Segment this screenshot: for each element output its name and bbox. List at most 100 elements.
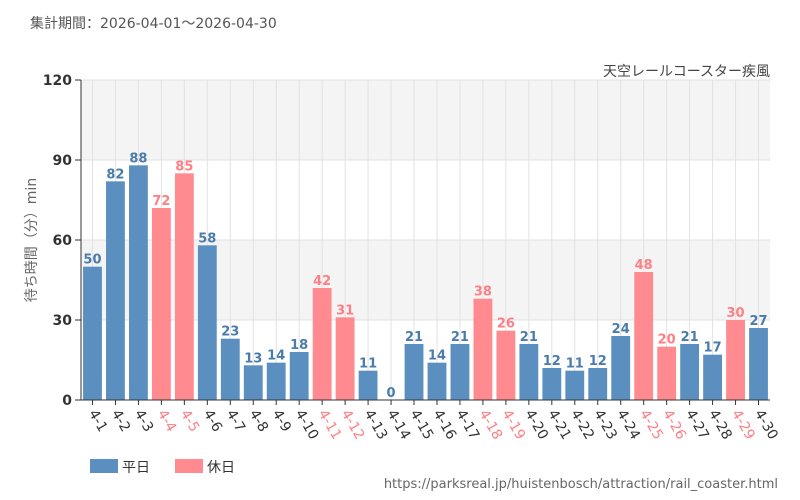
x-tick-label-4-13: 4-13 [361, 407, 391, 443]
x-tick-label-4-14: 4-14 [384, 407, 414, 443]
x-tick-label-4-3: 4-3 [131, 407, 156, 435]
x-tick-label-4-16: 4-16 [430, 407, 460, 443]
x-tick-label-4-22: 4-22 [567, 407, 597, 443]
bar-4-25 [634, 272, 654, 400]
value-label-4-13: 11 [359, 357, 377, 372]
value-label-4-11: 42 [313, 274, 331, 289]
value-label-4-8: 13 [244, 351, 262, 366]
value-label-4-9: 14 [267, 349, 285, 364]
value-labels: 50 82 88 72 85 58 23 13 14 18 42 31 11 0 21 14 21 38 26 21 1… [83, 151, 767, 401]
value-label-4-16: 14 [428, 349, 446, 364]
value-label-4-19: 26 [497, 317, 515, 332]
value-label-4-28: 17 [704, 341, 722, 356]
y-tick-label: 90 [53, 153, 73, 169]
value-label-4-30: 27 [749, 314, 767, 329]
x-tick-label-4-24: 4-24 [613, 407, 643, 443]
bar-4-9 [266, 362, 286, 400]
bar-4-3 [129, 165, 148, 400]
x-tick-label-4-18: 4-18 [475, 407, 505, 443]
x-tick-label-4-5: 4-5 [177, 407, 202, 435]
bar-4-11 [312, 288, 332, 400]
x-tick-label-4-20: 4-20 [521, 407, 551, 443]
value-label-4-7: 23 [221, 325, 239, 340]
x-tick-labels: 4-14-24-34-44-54-64-74-84-94-104-114-124… [85, 400, 781, 443]
bar-4-24 [611, 336, 631, 400]
x-tick-label-4-8: 4-8 [246, 407, 271, 435]
legend-label-holiday: 休日 [207, 460, 235, 476]
x-tick-label-4-25: 4-25 [636, 407, 666, 443]
value-label-4-26: 20 [658, 333, 676, 348]
bar-4-5 [174, 173, 194, 400]
background-bands [81, 80, 770, 320]
x-tick-label-4-15: 4-15 [407, 407, 437, 443]
bar-4-17 [450, 344, 470, 400]
value-label-4-15: 21 [405, 330, 423, 345]
value-label-4-5: 85 [175, 159, 193, 174]
y-tick-label: 0 [62, 393, 72, 409]
x-tick-label-4-19: 4-19 [498, 407, 528, 443]
bar-4-6 [197, 245, 217, 400]
background-band [81, 240, 770, 320]
background-band [81, 80, 770, 160]
value-label-4-27: 21 [681, 330, 699, 345]
value-label-4-20: 21 [520, 330, 538, 345]
value-label-4-24: 24 [612, 322, 630, 337]
value-label-4-4: 72 [152, 194, 170, 209]
bar-4-29 [726, 320, 745, 400]
value-label-4-18: 38 [474, 285, 492, 300]
x-tick-label-4-1: 4-1 [85, 407, 110, 435]
value-label-4-12: 31 [336, 303, 354, 318]
bar-4-20 [519, 344, 539, 400]
bar-4-15 [404, 344, 424, 400]
legend: 平日 休日 [90, 459, 235, 476]
source-url: https://parksreal.jp/huistenbosch/attrac… [384, 477, 778, 492]
period-title: 集計期間：2026-04-01～2026-04-30 [30, 15, 277, 32]
chart-title: 天空レールコースター疾風 [603, 64, 770, 80]
bar-4-19 [496, 330, 516, 400]
value-label-4-21: 12 [543, 354, 561, 369]
x-tick-label-4-2: 4-2 [108, 407, 133, 435]
bar-4-2 [106, 181, 125, 400]
bar-4-23 [588, 368, 608, 400]
bars [83, 165, 768, 400]
x-tick-label-4-12: 4-12 [338, 407, 368, 443]
x-tick-label-4-30: 4-30 [751, 407, 781, 443]
value-label-4-23: 12 [589, 354, 607, 369]
y-tick-label: 120 [43, 73, 72, 89]
value-label-4-29: 30 [727, 306, 745, 321]
bar-4-28 [703, 354, 722, 400]
bar-4-18 [473, 298, 493, 400]
x-tick-label-4-17: 4-17 [452, 407, 482, 443]
bar-4-12 [335, 317, 355, 400]
bar-4-1 [83, 266, 102, 400]
x-tick-label-4-26: 4-26 [659, 407, 689, 443]
x-tick-label-4-23: 4-23 [590, 407, 620, 443]
bar-4-7 [220, 338, 240, 400]
x-tick-label-4-9: 4-9 [269, 407, 294, 435]
bar-4-21 [542, 368, 562, 400]
bar-4-4 [151, 208, 171, 400]
x-tick-label-4-7: 4-7 [223, 407, 248, 435]
value-label-4-14: 0 [387, 386, 396, 401]
bar-4-22 [565, 370, 585, 400]
value-label-4-22: 11 [566, 357, 584, 372]
x-tick-label-4-11: 4-11 [315, 407, 345, 443]
value-label-4-25: 48 [635, 258, 653, 273]
legend-label-weekday: 平日 [122, 460, 150, 476]
value-label-4-17: 21 [451, 330, 469, 345]
value-label-4-3: 88 [129, 151, 147, 166]
x-tick-label-4-4: 4-4 [154, 407, 179, 435]
bar-4-8 [243, 365, 263, 400]
bar-4-13 [358, 370, 378, 400]
bar-4-16 [427, 362, 447, 400]
y-tick-label: 30 [53, 313, 73, 329]
x-tick-label-4-10: 4-10 [292, 407, 322, 443]
value-label-4-10: 18 [290, 338, 308, 353]
bar-4-30 [749, 328, 768, 400]
legend-swatch-holiday [175, 459, 203, 473]
y-axis-label: 待ち時間（分）min [24, 178, 40, 302]
x-tick-label-4-6: 4-6 [200, 407, 225, 435]
x-tick-label-4-27: 4-27 [682, 407, 712, 443]
y-tick-label: 60 [53, 233, 73, 249]
legend-swatch-weekday [90, 459, 118, 473]
